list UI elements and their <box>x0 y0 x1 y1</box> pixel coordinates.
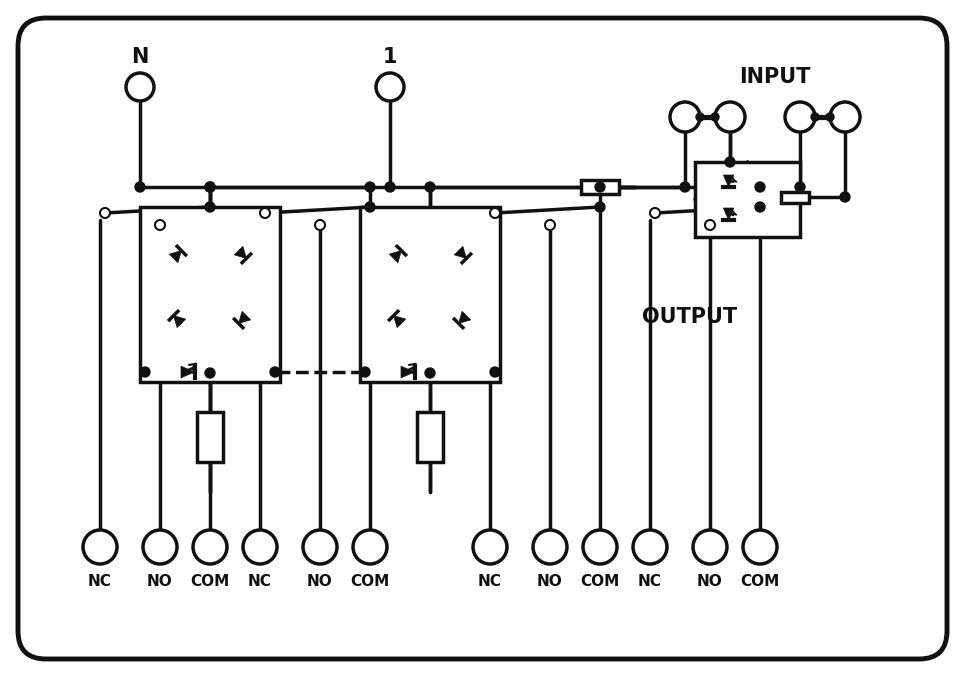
Polygon shape <box>169 250 181 263</box>
Circle shape <box>650 208 660 218</box>
Circle shape <box>135 182 145 192</box>
Bar <box>210 366 240 378</box>
Circle shape <box>693 530 727 564</box>
Circle shape <box>270 367 280 377</box>
Bar <box>781 192 809 202</box>
Circle shape <box>365 182 375 192</box>
Circle shape <box>755 202 765 212</box>
Circle shape <box>260 208 270 218</box>
Circle shape <box>785 102 815 132</box>
Bar <box>197 412 223 462</box>
Circle shape <box>205 182 215 192</box>
Circle shape <box>633 530 667 564</box>
Polygon shape <box>181 366 195 378</box>
Bar <box>140 207 280 382</box>
Polygon shape <box>389 250 401 263</box>
Text: NO: NO <box>538 575 563 590</box>
Text: COM: COM <box>350 575 390 590</box>
Circle shape <box>126 73 154 101</box>
Polygon shape <box>724 175 733 187</box>
Polygon shape <box>724 208 733 220</box>
Circle shape <box>425 368 435 378</box>
Circle shape <box>100 208 110 218</box>
Polygon shape <box>401 366 415 378</box>
Circle shape <box>595 182 605 192</box>
Circle shape <box>140 367 150 377</box>
Bar <box>417 412 443 462</box>
Circle shape <box>830 102 860 132</box>
Text: NC: NC <box>638 575 662 590</box>
Circle shape <box>743 530 777 564</box>
Bar <box>695 162 800 237</box>
Text: OUTPUT: OUTPUT <box>643 307 737 327</box>
Bar <box>360 207 500 382</box>
Circle shape <box>595 202 605 212</box>
Text: NO: NO <box>307 575 333 590</box>
Circle shape <box>143 530 177 564</box>
Circle shape <box>490 208 500 218</box>
Circle shape <box>545 220 555 230</box>
Circle shape <box>811 113 819 121</box>
Circle shape <box>795 182 805 192</box>
Circle shape <box>670 102 700 132</box>
Circle shape <box>353 530 387 564</box>
Text: COM: COM <box>190 575 230 590</box>
Circle shape <box>205 202 215 212</box>
Text: COM: COM <box>740 575 780 590</box>
Circle shape <box>696 113 704 121</box>
Circle shape <box>385 182 395 192</box>
Circle shape <box>303 530 337 564</box>
Circle shape <box>826 113 834 121</box>
Circle shape <box>680 182 690 192</box>
Text: NO: NO <box>147 575 173 590</box>
Circle shape <box>705 220 715 230</box>
Bar <box>430 366 460 378</box>
Circle shape <box>725 157 735 167</box>
Text: NC: NC <box>88 575 112 590</box>
Circle shape <box>376 73 404 101</box>
Circle shape <box>840 192 850 202</box>
Circle shape <box>193 530 227 564</box>
FancyBboxPatch shape <box>18 18 947 659</box>
Circle shape <box>365 202 375 212</box>
Circle shape <box>425 182 435 192</box>
Circle shape <box>711 113 719 121</box>
Circle shape <box>360 367 370 377</box>
Polygon shape <box>455 246 466 259</box>
Circle shape <box>533 530 567 564</box>
Text: N: N <box>131 47 149 67</box>
Text: NC: NC <box>478 575 502 590</box>
Text: COM: COM <box>580 575 620 590</box>
Polygon shape <box>174 315 185 328</box>
Circle shape <box>490 367 500 377</box>
Circle shape <box>205 368 215 378</box>
Text: NO: NO <box>697 575 723 590</box>
Polygon shape <box>238 311 251 324</box>
Bar <box>581 180 619 194</box>
Circle shape <box>155 220 165 230</box>
Polygon shape <box>394 315 405 328</box>
Polygon shape <box>458 311 471 324</box>
Circle shape <box>473 530 507 564</box>
Circle shape <box>755 182 765 192</box>
Circle shape <box>315 220 325 230</box>
Circle shape <box>583 530 617 564</box>
Text: INPUT: INPUT <box>739 67 811 87</box>
Circle shape <box>83 530 117 564</box>
Text: NC: NC <box>248 575 272 590</box>
Circle shape <box>205 182 215 192</box>
Circle shape <box>715 102 745 132</box>
Polygon shape <box>234 246 246 259</box>
Text: 1: 1 <box>383 47 398 67</box>
Circle shape <box>243 530 277 564</box>
